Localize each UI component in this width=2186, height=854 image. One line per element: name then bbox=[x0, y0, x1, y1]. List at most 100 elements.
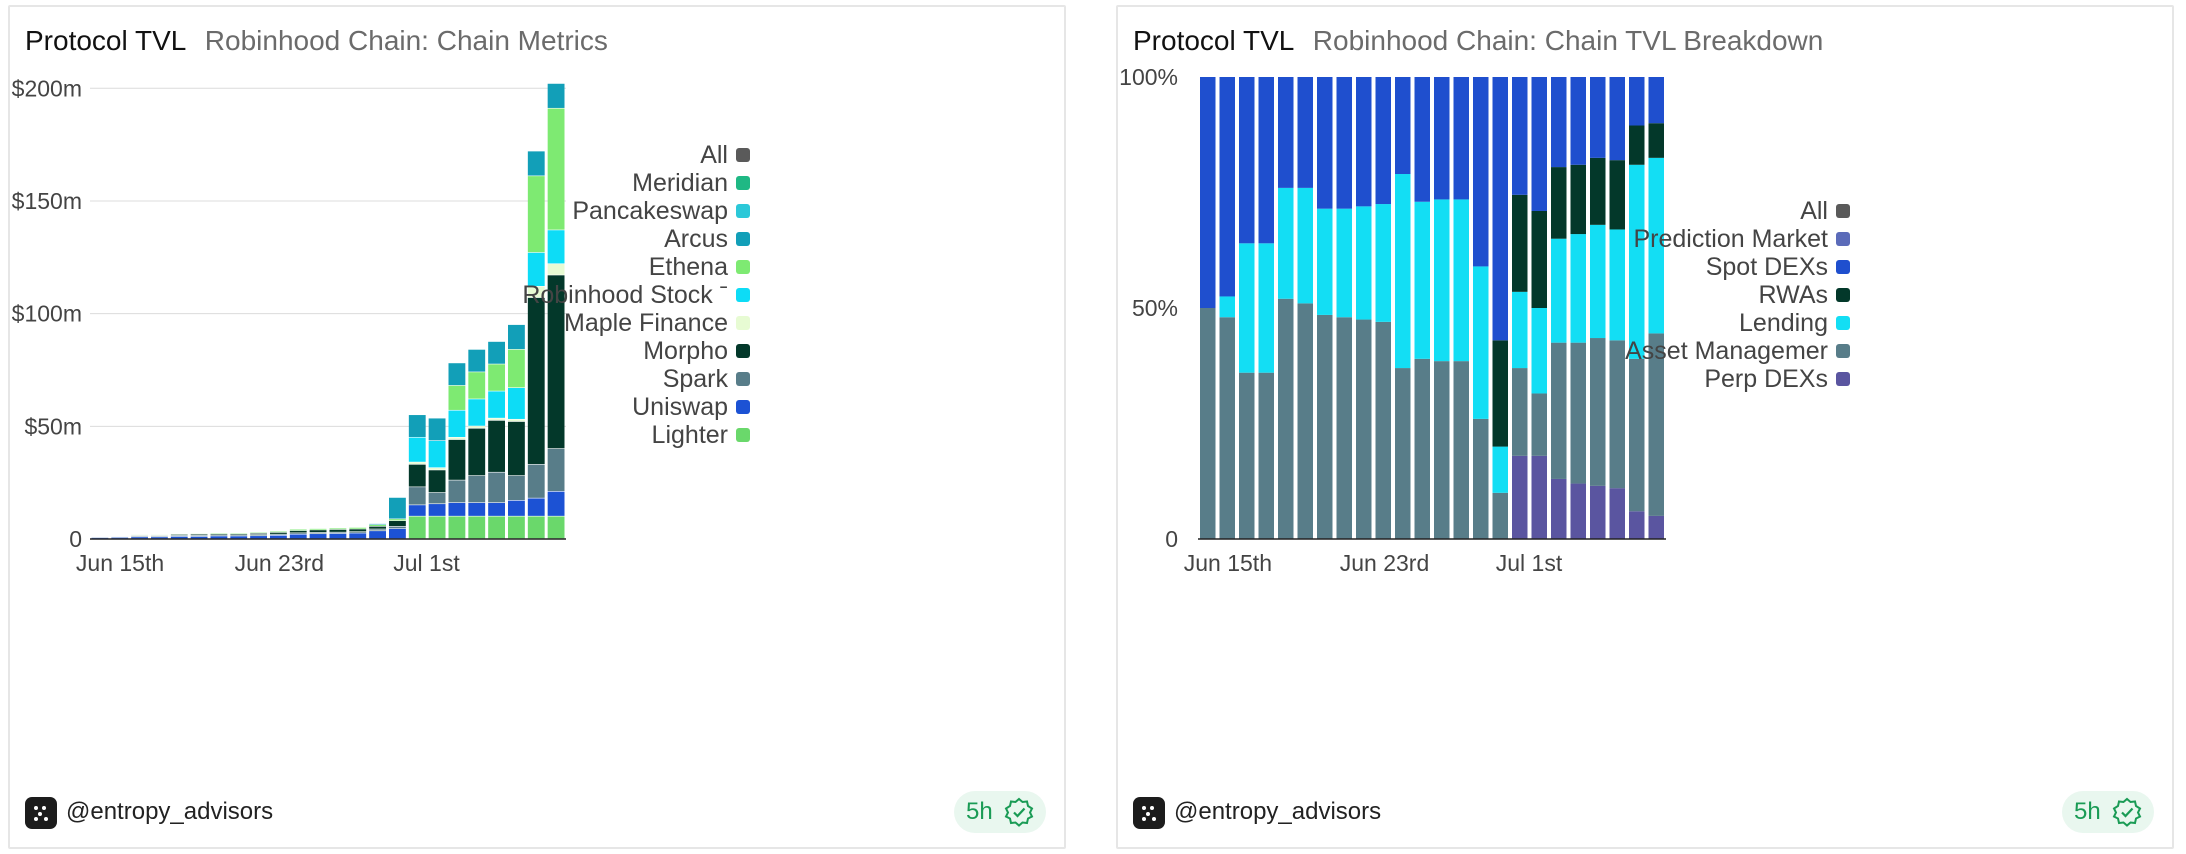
bar-segment-uniswap bbox=[111, 537, 129, 539]
legend-item-meridian[interactable]: Meridian bbox=[632, 169, 750, 197]
bar-segment-morpho bbox=[309, 530, 327, 533]
bar-segment-spark bbox=[210, 535, 228, 536]
bar-segment-maple-finance bbox=[468, 426, 486, 428]
legend-item-uniswap[interactable]: Uniswap bbox=[632, 393, 750, 421]
bar-segment-lending bbox=[1278, 187, 1294, 299]
bar-segment-asset-managemer bbox=[1609, 340, 1625, 489]
bar-segment-uniswap bbox=[230, 536, 248, 539]
legend-item-ethena[interactable]: Ethena bbox=[649, 253, 750, 281]
bar-segment-spark bbox=[428, 492, 446, 504]
bar-segment-uniswap bbox=[151, 537, 168, 539]
bar-segment-spark bbox=[408, 487, 426, 505]
legend-label: Spot DEXs bbox=[1706, 253, 1828, 281]
legend-item-pancakeswap[interactable]: Pancakeswap bbox=[572, 197, 750, 225]
bar-segment-spark bbox=[170, 535, 188, 537]
bar-segment-morpho bbox=[448, 439, 466, 480]
bar-segment-asset-managemer bbox=[1239, 372, 1255, 539]
legend-swatch bbox=[736, 176, 750, 190]
bar-segment-morpho bbox=[527, 297, 545, 465]
stacked-percent-bar-chart-breakdown: 0 50% 100% Jun 15th Jun 23rd Jul 1st AllPredic… bbox=[1119, 64, 1850, 576]
legend-item-lending[interactable]: Lending bbox=[1739, 309, 1850, 337]
bar-segment-rwas bbox=[1551, 167, 1567, 239]
bar-segment-ethena bbox=[329, 528, 347, 530]
legend-swatch bbox=[736, 400, 750, 414]
bar-segment-ethena bbox=[488, 364, 505, 391]
bar-segment-spot-dexs bbox=[1434, 77, 1450, 200]
bar-segment-perp-dexs bbox=[1570, 483, 1586, 539]
bar-segment-asset-managemer bbox=[1453, 361, 1469, 539]
bar-segment-maple-finance bbox=[508, 419, 525, 422]
legend-item-robinhood-stock[interactable]: Robinhood Stock ˉ bbox=[522, 281, 750, 309]
bar-segment-morpho bbox=[230, 534, 248, 535]
author-handle[interactable]: @entropy_advisors bbox=[1174, 798, 1382, 825]
bar-segment-lending bbox=[1492, 446, 1508, 493]
bar-segment-maple-finance bbox=[527, 286, 545, 298]
legend-label: Perp DEXs bbox=[1704, 365, 1828, 393]
legend-item-all[interactable]: All bbox=[700, 141, 750, 169]
legend-item-spot-dexs[interactable]: Spot DEXs bbox=[1706, 253, 1850, 281]
bar-segment-spot-dexs bbox=[1200, 77, 1216, 308]
legend-label: Ethena bbox=[649, 253, 728, 281]
bar-segment-robinhood-stock bbox=[547, 230, 565, 264]
verified-check-icon bbox=[1004, 797, 1034, 827]
legend-swatch bbox=[1836, 260, 1850, 274]
bar-segment-lending bbox=[1570, 234, 1586, 343]
bar-segment-lending bbox=[1317, 208, 1333, 315]
bar-segment-spot-dexs bbox=[1414, 77, 1430, 202]
legend-swatch bbox=[736, 260, 750, 274]
bar-segment-perp-dexs bbox=[1512, 455, 1528, 539]
bar-segment-rwas bbox=[1531, 210, 1547, 308]
legend-item-lighter[interactable]: Lighter bbox=[652, 421, 750, 449]
bar-segment-lighter bbox=[468, 516, 486, 539]
bar-segment-lending bbox=[1356, 206, 1372, 320]
bar-segment-spot-dexs bbox=[1395, 77, 1411, 175]
legend-item-prediction-market[interactable]: Prediction Market bbox=[1633, 225, 1850, 253]
bar-segment-uniswap bbox=[329, 533, 347, 539]
legend-item-morpho[interactable]: Morpho bbox=[643, 337, 750, 365]
legend-item-spark[interactable]: Spark bbox=[663, 365, 750, 393]
x-tick-label: Jul 1st bbox=[393, 550, 460, 576]
bar-segment-maple-finance bbox=[428, 468, 446, 470]
bar-segment-morpho bbox=[428, 470, 446, 493]
bar-segment-spark bbox=[289, 533, 307, 534]
legend-label: Pancakeswap bbox=[572, 197, 728, 225]
bar-segment-asset-managemer bbox=[1473, 418, 1489, 539]
card-subtitle: Robinhood Chain: Chain Metrics bbox=[204, 25, 608, 56]
bar-segment-lighter bbox=[488, 516, 505, 539]
bar-segment-uniswap bbox=[428, 504, 446, 516]
legend-item-maple-finance[interactable]: Maple Finance bbox=[564, 309, 750, 337]
bar-segment-uniswap bbox=[389, 528, 406, 539]
bar-segment-uniswap bbox=[349, 533, 367, 539]
legend-item-perp-dexs[interactable]: Perp DEXs bbox=[1704, 365, 1850, 393]
bar-segment-asset-managemer bbox=[1258, 372, 1274, 539]
freshness-badge[interactable]: 5h bbox=[954, 791, 1046, 833]
bar-segment-arcus bbox=[468, 349, 486, 372]
bar-segment-lighter bbox=[408, 516, 426, 539]
legend-item-arcus[interactable]: Arcus bbox=[664, 225, 750, 253]
bar-segment-morpho bbox=[468, 428, 486, 476]
legend-label: Arcus bbox=[664, 225, 728, 253]
bar-segment-asset-managemer bbox=[1648, 333, 1664, 516]
bar-segment-asset-managemer bbox=[1590, 338, 1606, 486]
legend-item-rwas[interactable]: RWAs bbox=[1759, 281, 1850, 309]
legend-item-asset-managemer[interactable]: Asset Managemer bbox=[1625, 337, 1850, 365]
bar-segment-maple-finance bbox=[547, 264, 565, 275]
legend-swatch bbox=[736, 316, 750, 330]
freshness-badge[interactable]: 5h bbox=[2062, 791, 2154, 833]
legend-item-all[interactable]: All bbox=[1800, 197, 1850, 225]
bar-segment-perp-dexs bbox=[1551, 478, 1567, 539]
author-handle[interactable]: @entropy_advisors bbox=[66, 798, 274, 825]
bar-segment-perp-dexs bbox=[1648, 515, 1664, 539]
bar-segment-morpho bbox=[289, 530, 307, 533]
legend-label: Robinhood Stock ˉ bbox=[522, 281, 728, 309]
bar-segment-asset-managemer bbox=[1219, 317, 1235, 539]
bar-segment-ethena bbox=[270, 531, 287, 533]
bar-segment-asset-managemer bbox=[1551, 342, 1567, 479]
freshness-badge-label: 5h bbox=[2074, 798, 2101, 825]
legend-label: Maple Finance bbox=[564, 309, 728, 337]
bar-segment-perp-dexs bbox=[1590, 485, 1606, 539]
x-tick-label: Jun 23rd bbox=[1340, 550, 1430, 576]
legend-label: Spark bbox=[663, 365, 729, 393]
bar-segment-spot-dexs bbox=[1278, 77, 1294, 188]
bar-segment-ethena bbox=[289, 529, 307, 531]
